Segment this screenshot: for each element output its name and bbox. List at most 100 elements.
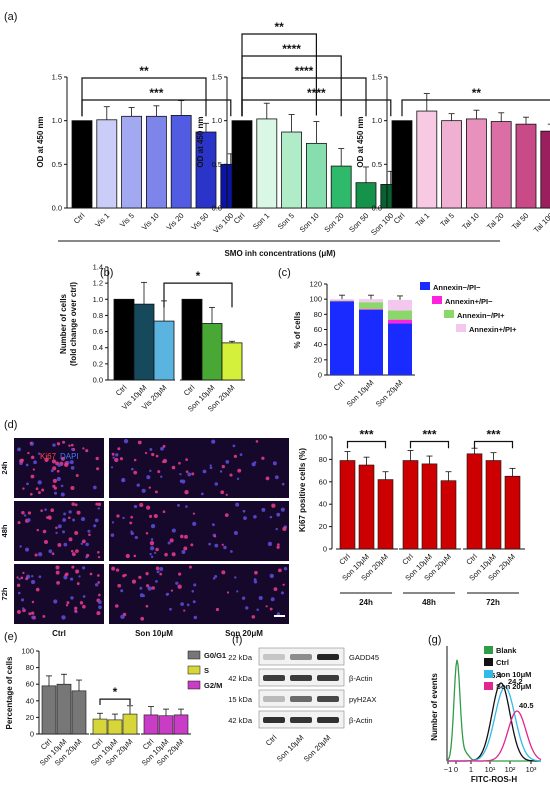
cell-nucleus [55, 570, 60, 575]
cell-nucleus [236, 477, 240, 481]
chart-a3-x-tick-label: Tal 5 [438, 211, 456, 229]
chart-b-y-tick-label: 0.2 [93, 359, 103, 368]
cell-nucleus [148, 486, 151, 489]
chart-b-y-tick-label: 1.2 [93, 279, 103, 288]
cell-nucleus [45, 516, 49, 519]
chart-a1-y-axis-label: OD at 450 nm [36, 116, 45, 167]
cell-nucleus [232, 444, 236, 448]
chart-a3-x-tick-label: Tal 10 [460, 211, 481, 232]
chart-a3-x-tick-label: Ctrl [392, 211, 407, 226]
cell-nucleus [149, 540, 155, 546]
chart-e-bar [56, 683, 72, 735]
cell-nucleus [171, 465, 176, 470]
chart-c-stack-segment [330, 300, 354, 302]
cell-nucleus [133, 504, 138, 509]
cell-nucleus [51, 552, 55, 556]
cell-nucleus [52, 466, 57, 471]
chart-g-x-tick-label: 10² [505, 765, 516, 774]
chart-e-y-tick-label: 60 [26, 680, 34, 689]
cell-nucleus [112, 456, 115, 459]
cell-nucleus [22, 607, 25, 610]
cell-nucleus [60, 492, 65, 497]
chart-a1-y-tick-label: 1.5 [52, 73, 62, 82]
cell-nucleus [226, 591, 230, 594]
cell-nucleus [219, 470, 223, 473]
cell-nucleus [61, 615, 66, 620]
chart-a3-bar [416, 110, 438, 209]
chart-c-stack-segment [359, 309, 383, 375]
cell-nucleus [225, 459, 230, 464]
cell-nucleus [31, 600, 35, 604]
cell-nucleus [71, 448, 74, 451]
chart-g-legend-label: Son 20μM [496, 682, 531, 691]
cell-nucleus [38, 575, 42, 579]
cell-nucleus [272, 461, 277, 466]
cell-nucleus [157, 470, 161, 474]
chart-b-bar [133, 303, 155, 381]
micrograph-background [109, 438, 199, 498]
chart-e-legend-swatch [187, 665, 201, 675]
cell-nucleus [97, 581, 100, 584]
chart-g-legend-label: Son 10μM [496, 670, 531, 679]
chart-a3-y-tick-label: 1.5 [372, 73, 382, 82]
cell-nucleus [160, 446, 164, 451]
cell-nucleus [155, 547, 159, 552]
cell-nucleus [269, 607, 273, 611]
cell-nucleus [120, 614, 125, 620]
cell-nucleus [64, 462, 69, 468]
chart-e-legend-swatch [187, 650, 201, 660]
chart-g-legend-label: Ctrl [496, 658, 509, 667]
chart-a3-bar [515, 123, 537, 209]
cell-nucleus [31, 615, 35, 619]
cell-nucleus [281, 482, 285, 486]
chart-a3-bar [490, 121, 512, 209]
cell-nucleus [146, 505, 151, 510]
cell-nucleus [28, 612, 32, 616]
chart-e-sig-label: * [113, 685, 118, 699]
cell-nucleus [233, 454, 237, 458]
chart-g-legend-swatch [484, 670, 493, 678]
cell-nucleus [169, 607, 172, 611]
panel-label-e: (e) [4, 631, 17, 643]
chart-a1-sig-label: ** [139, 64, 149, 78]
micrograph-background [14, 501, 104, 561]
chart-a3-bar [441, 120, 463, 209]
cell-nucleus [145, 572, 149, 576]
chart-g-legend-label: Blank [496, 646, 517, 655]
cell-nucleus [162, 458, 168, 464]
cell-nucleus [57, 463, 62, 467]
cell-nucleus [164, 552, 168, 557]
chart-a2-sig-label: **** [307, 86, 326, 100]
cell-nucleus [16, 583, 21, 588]
cell-nucleus [270, 597, 275, 602]
cell-nucleus [68, 510, 72, 514]
cell-nucleus [52, 478, 58, 484]
chart-a2-x-tick-label: Son 20 [322, 211, 345, 234]
cell-nucleus [184, 534, 188, 539]
cell-nucleus [149, 448, 153, 451]
cell-nucleus [97, 600, 102, 605]
cell-nucleus [97, 507, 100, 510]
cell-nucleus [223, 545, 227, 550]
blot-band [290, 717, 312, 723]
dapi-stain-label: DAPI [60, 452, 79, 461]
chart-e-legend-swatch [187, 680, 201, 690]
cell-nucleus [65, 604, 69, 607]
chart-a1-y-tick-label: 0.5 [52, 160, 62, 169]
cell-nucleus [74, 503, 78, 507]
blot-band [317, 717, 339, 723]
chart-c-x-tick-label: Son 10μM [345, 378, 376, 409]
blot-kda-label: 42 kDa [228, 716, 253, 725]
cell-nucleus [17, 591, 21, 595]
cell-nucleus [50, 508, 55, 513]
cell-nucleus [167, 541, 171, 545]
chart-c-legend-label: Annexin+/PI− [445, 297, 493, 306]
cell-nucleus [140, 616, 145, 621]
cell-nucleus [110, 533, 115, 537]
cell-nucleus [75, 549, 79, 553]
micrograph-tile [199, 564, 289, 624]
cell-nucleus [160, 475, 163, 478]
cell-nucleus [29, 492, 33, 496]
cell-nucleus [145, 604, 149, 608]
cell-nucleus [277, 543, 280, 547]
